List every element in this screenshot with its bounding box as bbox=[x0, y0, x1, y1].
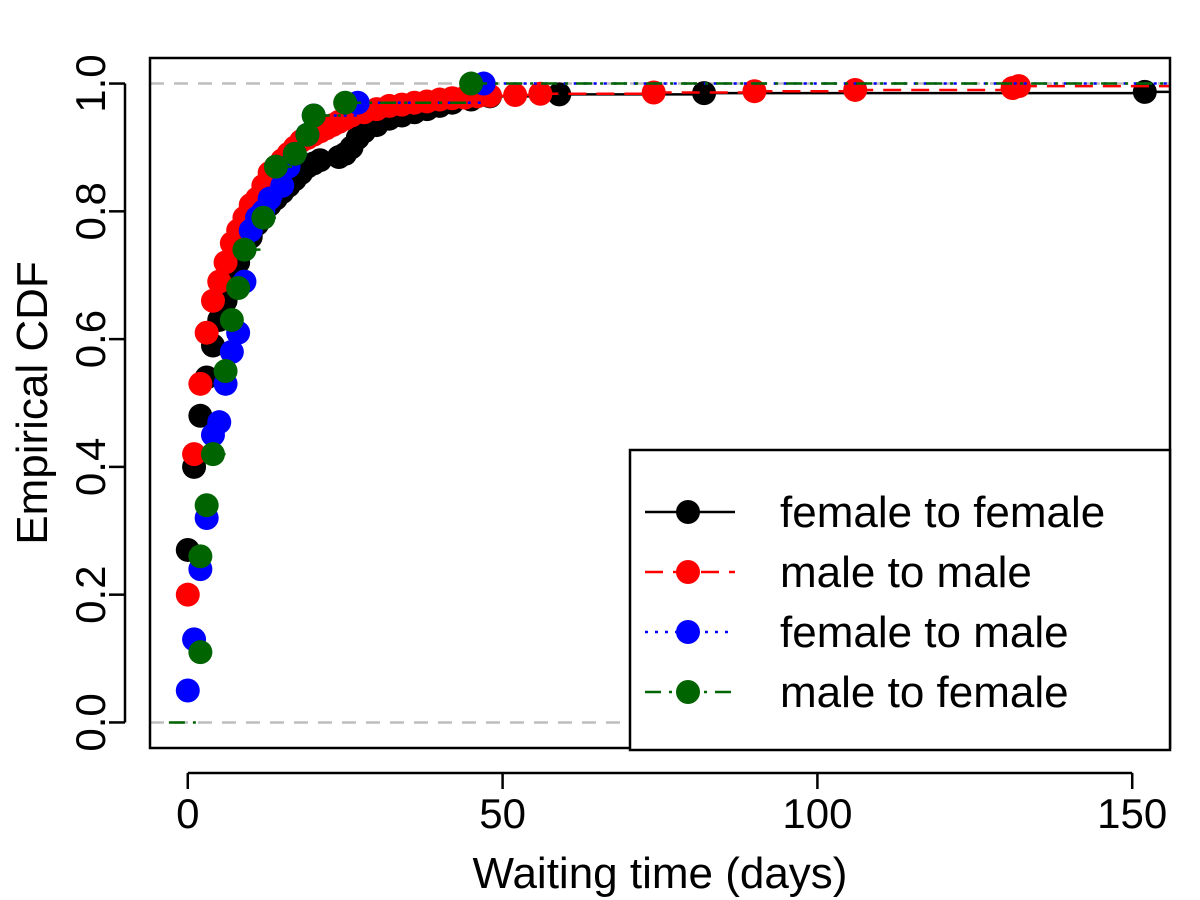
y-tick-label: 0.8 bbox=[67, 182, 114, 240]
x-axis-title: Waiting time (days) bbox=[473, 849, 848, 898]
data-point bbox=[843, 77, 868, 102]
data-point bbox=[263, 154, 288, 179]
legend-box bbox=[628, 448, 1172, 752]
y-axis-title: Empirical CDF bbox=[8, 261, 57, 545]
data-point bbox=[742, 79, 767, 104]
legend: female to female male to male female to ma… bbox=[628, 448, 1172, 752]
data-point bbox=[207, 410, 232, 435]
x-axis: 0 50 100 150 bbox=[176, 771, 1167, 837]
legend-label: male to female bbox=[780, 668, 1069, 717]
data-point bbox=[194, 320, 219, 345]
legend-label: male to male bbox=[780, 548, 1032, 597]
data-point bbox=[226, 276, 251, 300]
y-tick-label: 0.2 bbox=[67, 565, 114, 623]
x-tick-label: 50 bbox=[479, 790, 526, 837]
series-step-line bbox=[187, 82, 1170, 692]
data-point bbox=[175, 582, 200, 607]
data-point bbox=[219, 339, 244, 364]
legend-marker bbox=[676, 620, 700, 644]
data-point bbox=[194, 493, 219, 518]
data-point bbox=[641, 80, 666, 105]
legend-item: female to male bbox=[645, 608, 1069, 657]
x-tick-label: 0 bbox=[176, 790, 199, 837]
series-layer bbox=[168, 71, 1170, 724]
y-tick-label: 0.4 bbox=[67, 438, 114, 496]
y-tick-label: 1.0 bbox=[67, 54, 114, 112]
data-point bbox=[692, 81, 717, 106]
series-male-to-female bbox=[168, 71, 1170, 724]
data-point bbox=[308, 148, 332, 173]
data-point bbox=[207, 269, 232, 294]
legend-marker bbox=[676, 560, 700, 584]
data-point bbox=[251, 205, 276, 230]
y-axis: 0.0 0.2 0.4 0.6 0.8 1.0 bbox=[67, 54, 127, 752]
data-point bbox=[1006, 74, 1031, 99]
data-point bbox=[503, 83, 528, 108]
data-point bbox=[282, 141, 307, 166]
data-point bbox=[213, 359, 238, 384]
data-point bbox=[200, 288, 225, 313]
data-point bbox=[200, 442, 225, 467]
data-point bbox=[213, 250, 238, 275]
data-point bbox=[175, 678, 200, 703]
data-point bbox=[232, 237, 257, 262]
legend-item: male to female bbox=[645, 668, 1069, 717]
legend-label: female to female bbox=[780, 488, 1105, 537]
data-point bbox=[528, 81, 553, 106]
data-point bbox=[188, 640, 213, 665]
data-point bbox=[188, 371, 213, 396]
legend-label: female to male bbox=[780, 608, 1069, 657]
data-point bbox=[188, 544, 213, 569]
legend-item: male to male bbox=[645, 548, 1032, 597]
y-tick-label: 0.6 bbox=[67, 310, 114, 368]
data-point bbox=[270, 173, 295, 198]
legend-marker bbox=[676, 680, 700, 704]
x-tick-label: 150 bbox=[1097, 790, 1167, 837]
data-point bbox=[333, 90, 358, 115]
legend-item: female to female bbox=[645, 488, 1105, 537]
data-point bbox=[547, 82, 572, 107]
data-point bbox=[219, 307, 244, 332]
x-tick-label: 100 bbox=[782, 790, 852, 837]
y-tick-label: 0.0 bbox=[67, 693, 114, 751]
data-point bbox=[459, 71, 484, 96]
data-point bbox=[301, 103, 326, 128]
data-point bbox=[188, 403, 213, 428]
legend-marker bbox=[676, 500, 700, 524]
data-point bbox=[182, 442, 207, 467]
data-point bbox=[295, 122, 320, 147]
